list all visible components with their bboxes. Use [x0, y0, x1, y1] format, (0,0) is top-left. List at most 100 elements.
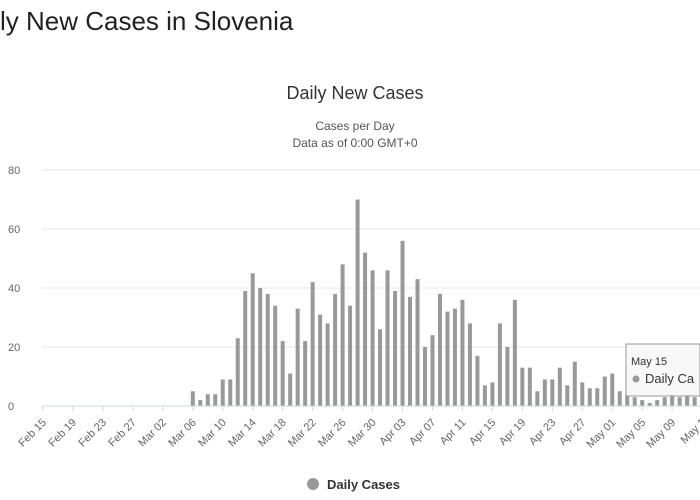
page-title: ly New Cases in Slovenia — [0, 6, 294, 36]
tooltip-series-label: Daily Ca — [645, 371, 695, 386]
bar[interactable] — [400, 240, 405, 406]
bar[interactable] — [655, 400, 660, 406]
tooltip-marker — [632, 375, 640, 383]
bar[interactable] — [303, 341, 308, 406]
bar[interactable] — [280, 341, 285, 406]
bar[interactable] — [422, 347, 427, 406]
bar[interactable] — [460, 299, 465, 406]
bar[interactable] — [295, 308, 300, 406]
bar[interactable] — [430, 335, 435, 406]
bar[interactable] — [452, 308, 457, 406]
bar[interactable] — [587, 388, 592, 406]
bar[interactable] — [408, 296, 413, 406]
x-tick-label: May 09 — [644, 417, 678, 451]
bar[interactable] — [640, 400, 645, 406]
bar[interactable] — [288, 373, 293, 406]
bar[interactable] — [557, 367, 562, 406]
bar[interactable] — [348, 305, 353, 406]
x-tick-label: Mar 30 — [346, 417, 379, 450]
bar[interactable] — [505, 347, 510, 406]
x-tick-label: Feb 19 — [46, 417, 79, 450]
bar[interactable] — [393, 290, 398, 406]
tooltip-date: May 15 — [631, 356, 667, 368]
x-tick-label: May 01 — [584, 417, 618, 451]
bar[interactable] — [355, 199, 360, 407]
tooltip: May 15 Daily Ca — [625, 343, 700, 397]
bar[interactable] — [527, 367, 532, 406]
x-tick-label: Apr 03 — [377, 417, 408, 448]
x-tick-label: May 1 — [679, 417, 700, 447]
x-tick-label: Feb 15 — [16, 417, 49, 450]
bar-series[interactable] — [190, 199, 697, 407]
x-tick-label: May 05 — [614, 417, 648, 451]
bar[interactable] — [535, 391, 540, 406]
bar[interactable] — [378, 329, 383, 406]
x-tick-label: Apr 11 — [438, 417, 469, 448]
bar[interactable] — [220, 379, 225, 406]
y-axis-ticks: 0 20 40 60 80 — [8, 165, 20, 413]
bar[interactable] — [325, 323, 330, 406]
bar[interactable] — [467, 323, 472, 406]
y-tick-label: 20 — [8, 342, 20, 354]
bar[interactable] — [565, 385, 570, 406]
bar[interactable] — [632, 397, 637, 406]
chart-title: Daily New Cases — [286, 83, 423, 103]
bar[interactable] — [647, 403, 652, 406]
y-tick-label: 40 — [8, 283, 20, 295]
bar[interactable] — [437, 293, 442, 406]
bar[interactable] — [662, 397, 667, 406]
bar[interactable] — [310, 282, 315, 406]
bar[interactable] — [550, 379, 555, 406]
x-tick-label: Apr 07 — [407, 417, 438, 448]
bar[interactable] — [482, 385, 487, 406]
bar[interactable] — [685, 394, 690, 406]
bar[interactable] — [318, 314, 323, 406]
legend-label: Daily Cases — [327, 477, 400, 492]
x-tick-label: Apr 15 — [467, 417, 498, 448]
bar[interactable] — [520, 367, 525, 406]
bar[interactable] — [198, 400, 203, 406]
legend[interactable]: Daily Cases — [307, 477, 400, 492]
bar[interactable] — [370, 270, 375, 406]
bar[interactable] — [235, 338, 240, 406]
bar[interactable] — [333, 293, 338, 406]
bar[interactable] — [190, 391, 195, 406]
bar[interactable] — [497, 323, 502, 406]
bar[interactable] — [512, 299, 517, 406]
bar[interactable] — [250, 273, 255, 406]
bar[interactable] — [363, 252, 368, 406]
x-tick-label: Feb 27 — [106, 417, 139, 450]
bar[interactable] — [273, 305, 278, 406]
bar[interactable] — [445, 311, 450, 406]
bar[interactable] — [385, 270, 390, 406]
bar[interactable] — [692, 397, 697, 406]
bar[interactable] — [490, 382, 495, 406]
bar[interactable] — [258, 288, 263, 406]
bar[interactable] — [677, 397, 682, 406]
bar[interactable] — [625, 394, 630, 406]
bar[interactable] — [475, 355, 480, 406]
bar[interactable] — [602, 376, 607, 407]
bar[interactable] — [610, 373, 615, 406]
chart-subtitle-line-1: Cases per Day — [315, 119, 394, 133]
bar[interactable] — [670, 394, 675, 406]
bar[interactable] — [542, 379, 547, 406]
x-tick-label: Mar 06 — [166, 417, 199, 450]
x-tick-label: Feb 23 — [76, 417, 109, 450]
chart-subtitle-line-2: Data as of 0:00 GMT+0 — [292, 136, 417, 150]
y-tick-label: 0 — [8, 401, 14, 413]
bar[interactable] — [580, 382, 585, 406]
bar[interactable] — [228, 379, 233, 406]
bar[interactable] — [340, 264, 345, 406]
x-tick-label: Apr 27 — [557, 417, 588, 448]
bar[interactable] — [243, 290, 248, 406]
bar[interactable] — [572, 361, 577, 406]
x-tick-label: Mar 10 — [196, 417, 229, 450]
bar[interactable] — [617, 391, 622, 406]
bar[interactable] — [595, 388, 600, 406]
bar[interactable] — [265, 293, 270, 406]
bar[interactable] — [213, 394, 218, 406]
bar[interactable] — [205, 394, 210, 406]
bar[interactable] — [415, 279, 420, 406]
